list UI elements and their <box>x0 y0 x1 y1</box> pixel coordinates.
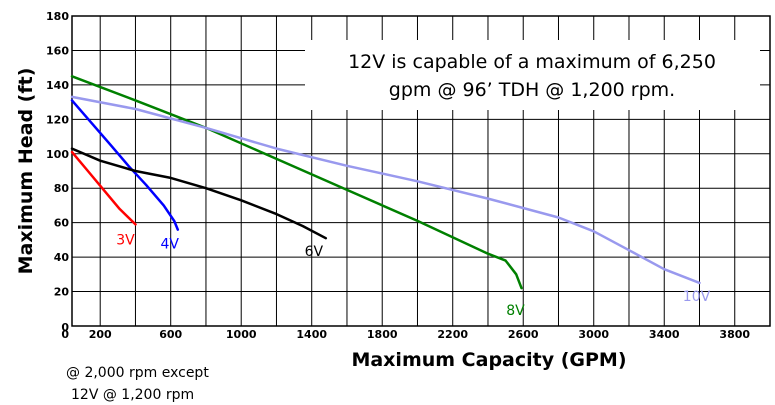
x-tick-label: 3800 <box>719 328 750 341</box>
series-lines <box>70 75 701 290</box>
y-tick-label: 20 <box>54 286 70 299</box>
y-tick-label: 180 <box>46 10 69 23</box>
y-tick-label: 160 <box>46 44 69 57</box>
series-label-10v: 10V <box>683 289 711 305</box>
y-tick-label: 80 <box>54 182 70 195</box>
series-label-6v: 6V <box>305 244 324 260</box>
x-tick-label: 2600 <box>508 328 539 341</box>
y-tick-label: 140 <box>46 79 69 92</box>
plot-frame <box>71 15 771 327</box>
y-tick-label: 0 <box>61 321 69 334</box>
annotation-line-1: 12V is capable of a maximum of 6,250 <box>348 51 716 73</box>
axes <box>71 15 771 327</box>
series-label-4v: 4V <box>161 237 180 253</box>
y-tick-label: 120 <box>46 113 69 126</box>
y-tick-label: 60 <box>54 217 70 230</box>
annotation-box <box>305 40 760 110</box>
x-tick-label: 3000 <box>578 328 609 341</box>
x-tick-label: 200 <box>89 328 112 341</box>
series-line-4v <box>70 99 180 231</box>
series-label-8v: 8V <box>506 303 525 319</box>
x-tick-label: 1400 <box>296 328 327 341</box>
y-tick-label: 100 <box>46 148 69 161</box>
series-labels: 3V 4V 6V 8V 10V <box>116 232 710 319</box>
annotation-line-2: gpm @ 96’ TDH @ 1,200 rpm. <box>389 79 675 101</box>
x-tick-label: 1800 <box>367 328 398 341</box>
y-tick-label: 40 <box>54 251 70 264</box>
y-tick-labels: 180 160 140 120 100 80 60 40 20 0 <box>46 10 69 334</box>
x-axis-title: Maximum Capacity (GPM) <box>351 349 626 371</box>
x-tick-label: 2200 <box>437 328 468 341</box>
series-line-3v <box>70 150 137 226</box>
series-line-6v <box>70 147 328 240</box>
x-tick-label: 600 <box>159 328 182 341</box>
x-origin-label: 0 <box>61 328 69 341</box>
series-line-10v <box>70 95 701 285</box>
x-tick-label: 3400 <box>649 328 680 341</box>
y-axis-title: Maximum Head (ft) <box>15 68 37 275</box>
x-tick-labels: 200 600 1000 1400 1800 2200 2600 3000 3400 3800 0 <box>61 328 750 341</box>
footnote-line-1: @ 2,000 rpm except <box>66 365 209 381</box>
series-line-8v <box>70 75 523 290</box>
series-label-3v: 3V <box>116 232 135 248</box>
footnote-line-2: 12V @ 1,200 rpm <box>71 387 194 403</box>
x-tick-label: 1000 <box>226 328 257 341</box>
